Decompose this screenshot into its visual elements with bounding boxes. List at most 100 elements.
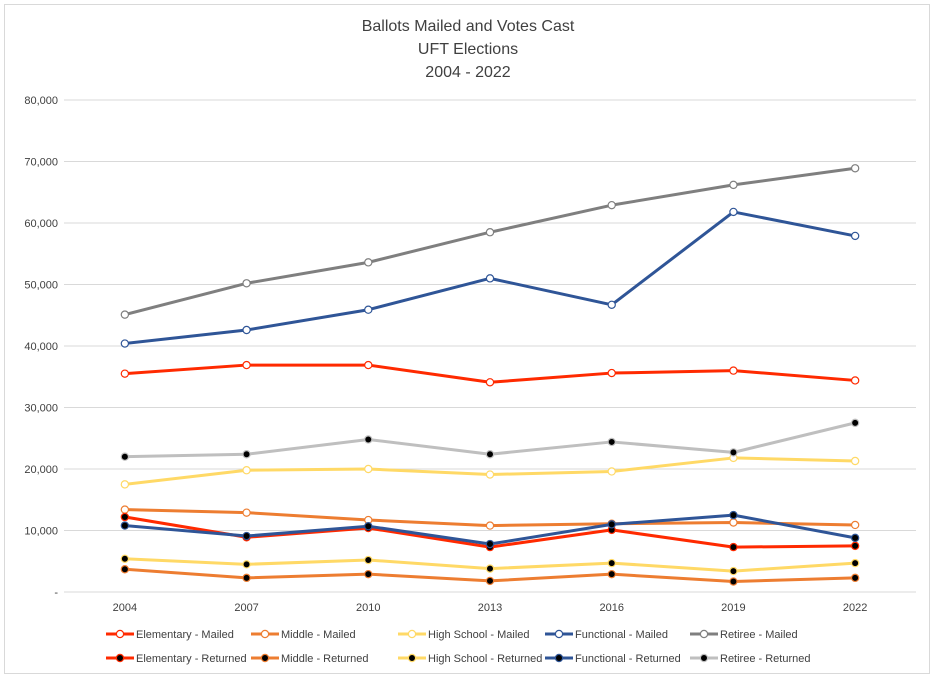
legend-marker — [699, 629, 709, 639]
data-point — [850, 573, 860, 583]
data-point — [607, 200, 616, 210]
legend-item: Elementary - Returned — [106, 653, 247, 665]
data-point — [242, 531, 251, 541]
gridlines — [64, 99, 916, 531]
data-point — [850, 533, 860, 543]
data-point — [120, 505, 130, 514]
series — [120, 418, 860, 461]
data-point — [242, 573, 251, 583]
series — [120, 565, 860, 586]
data-point — [850, 456, 860, 466]
legend-item: High School - Mailed — [398, 629, 530, 641]
data-point — [850, 231, 860, 241]
series — [120, 554, 860, 576]
data-point — [120, 554, 130, 563]
y-tick-label: 50,000 — [24, 280, 58, 292]
legend-item: Middle - Mailed — [251, 629, 356, 641]
data-point — [729, 180, 738, 190]
series — [120, 360, 860, 387]
data-point — [242, 466, 251, 475]
data-point — [729, 510, 738, 520]
y-tick-label: 20,000 — [24, 464, 58, 476]
data-point — [729, 542, 738, 552]
data-point — [120, 480, 130, 489]
data-point — [364, 555, 373, 565]
series — [120, 510, 860, 549]
data-point — [485, 564, 495, 573]
data-point — [120, 369, 130, 378]
data-point — [485, 576, 495, 586]
data-point — [729, 207, 738, 217]
data-point — [242, 360, 251, 370]
data-point — [364, 360, 373, 370]
data-point — [364, 464, 373, 474]
data-point — [850, 164, 860, 173]
legend-label: Middle - Returned — [281, 653, 368, 665]
x-tick-label: 2010 — [356, 602, 380, 614]
data-point — [242, 560, 251, 569]
legend-item: Functional - Returned — [545, 653, 681, 665]
data-point — [485, 521, 495, 530]
legend-item: Middle - Returned — [251, 653, 368, 665]
data-point — [120, 452, 130, 461]
data-point — [120, 339, 130, 348]
data-point — [242, 279, 251, 288]
legend-item: Retiree - Mailed — [690, 629, 798, 641]
series — [120, 207, 860, 348]
legend-marker — [260, 653, 270, 663]
legend-marker — [115, 629, 125, 639]
legend-item: Retiree - Returned — [690, 653, 811, 665]
data-point — [242, 508, 251, 517]
data-point — [850, 418, 860, 428]
data-point — [242, 325, 251, 335]
legend-marker — [554, 629, 564, 639]
data-point — [607, 437, 616, 447]
legend-label: Middle - Mailed — [281, 629, 356, 641]
x-tick-label: 2022 — [843, 602, 867, 614]
legend: Elementary - Mailed Middle - Mailed High S… — [106, 629, 811, 665]
data-point — [607, 569, 616, 579]
data-point — [242, 450, 251, 459]
x-tick-label: 2007 — [234, 602, 258, 614]
data-point — [364, 305, 373, 314]
data-point — [485, 450, 495, 459]
y-tick-label: 60,000 — [24, 218, 58, 230]
x-axis: 2004 2007 2010 2013 2016 2019 2022 — [64, 591, 916, 614]
data-point — [485, 470, 495, 479]
series-line — [124, 166, 856, 317]
legend-marker — [115, 653, 125, 663]
chart-title-line-3: 2004 - 2022 — [425, 64, 511, 81]
x-tick-label: 2019 — [721, 602, 745, 614]
y-axis: - 10,000 20,000 30,000 40,000 50,000 60,000 70,… — [24, 95, 58, 599]
chart-title: Ballots Mailed and Votes Cast UFT Electi… — [362, 18, 575, 81]
data-point — [729, 577, 738, 586]
data-point — [120, 565, 130, 574]
legend-item: High School - Returned — [398, 653, 542, 665]
y-tick-label: 80,000 — [24, 95, 58, 107]
legend-item: Elementary - Mailed — [106, 629, 234, 641]
legend-marker — [554, 653, 564, 663]
legend-marker — [407, 653, 417, 663]
data-point — [120, 310, 130, 319]
legend-label: Functional - Returned — [575, 653, 681, 665]
data-point — [607, 558, 616, 568]
legend-label: Retiree - Returned — [720, 653, 811, 665]
data-point — [120, 521, 130, 530]
data-point — [364, 521, 373, 531]
data-point — [607, 520, 616, 529]
data-point — [729, 366, 738, 375]
series — [120, 164, 860, 319]
legend-label: Elementary - Returned — [136, 653, 247, 665]
data-point — [729, 448, 738, 457]
chart-title-line-2: UFT Elections — [418, 41, 518, 58]
data-point — [729, 566, 738, 576]
data-point — [729, 518, 738, 527]
data-point — [364, 569, 373, 579]
x-tick-label: 2016 — [599, 602, 623, 614]
data-point — [850, 376, 860, 385]
data-point — [607, 467, 616, 476]
data-point — [485, 378, 495, 387]
chart-title-line-1: Ballots Mailed and Votes Cast — [362, 18, 575, 35]
legend-label: High School - Mailed — [428, 629, 530, 641]
data-point — [850, 558, 860, 568]
